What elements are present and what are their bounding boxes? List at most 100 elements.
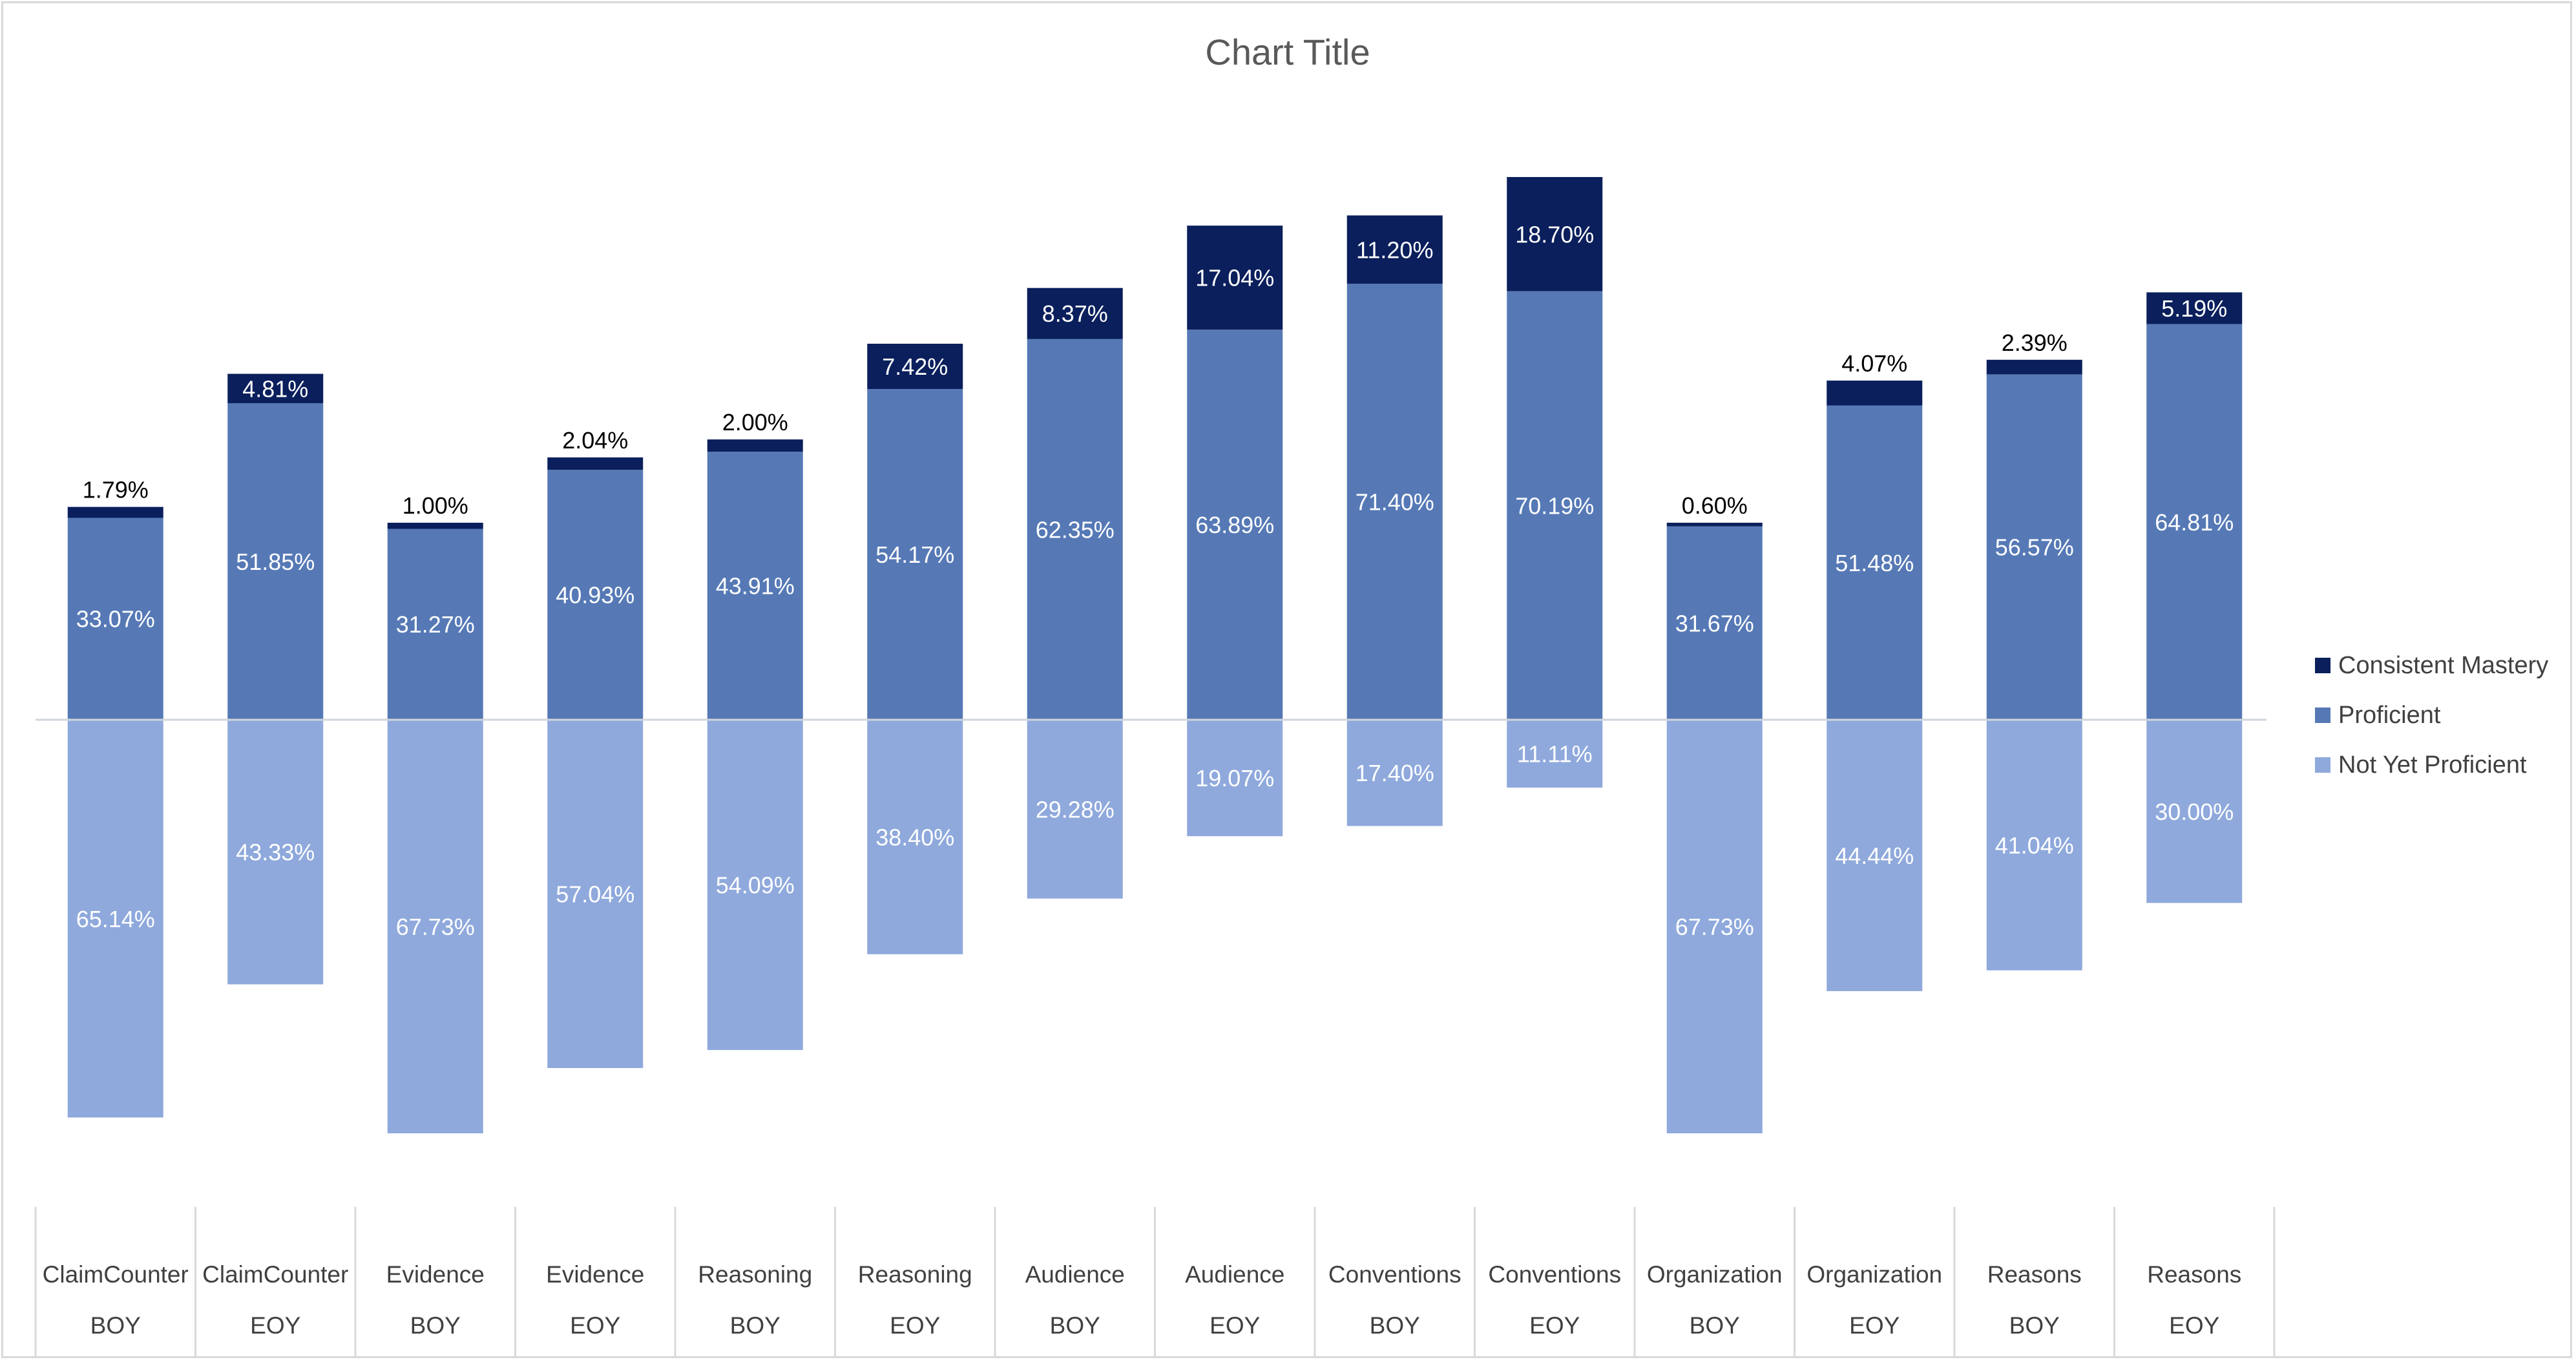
data-label-not-yet-proficient: 41.04% — [1995, 832, 2074, 859]
bar-consistent-mastery — [2146, 292, 2243, 324]
category-label-primary: Audience — [1185, 1261, 1284, 1288]
data-label-consistent-mastery: 18.70% — [1515, 221, 1594, 247]
data-label-consistent-mastery: 0.60% — [1682, 492, 1748, 519]
data-label-proficient: 31.27% — [396, 611, 475, 638]
bar-consistent-mastery — [67, 507, 163, 518]
data-label-consistent-mastery: 5.19% — [2161, 295, 2227, 322]
bar-not-yet-proficient — [387, 720, 483, 1134]
category-label-primary: ClaimCounter — [43, 1261, 189, 1288]
bar-consistent-mastery — [387, 523, 483, 529]
data-label-proficient: 63.89% — [1195, 512, 1274, 538]
bar-not-yet-proficient — [2146, 720, 2243, 903]
data-label-not-yet-proficient: 43.33% — [236, 839, 315, 866]
category-label-secondary: BOY — [730, 1312, 780, 1339]
data-label-proficient: 62.35% — [1036, 516, 1115, 543]
data-label-consistent-mastery: 8.37% — [1042, 300, 1108, 327]
data-label-not-yet-proficient: 44.44% — [1835, 843, 1914, 869]
category-label-secondary: EOY — [1529, 1312, 1580, 1339]
category-label-secondary: BOY — [90, 1312, 141, 1339]
data-label-proficient: 64.81% — [2155, 509, 2234, 536]
data-label-not-yet-proficient: 65.14% — [76, 906, 155, 932]
data-label-not-yet-proficient: 11.11% — [1517, 740, 1593, 767]
data-label-consistent-mastery: 1.79% — [83, 477, 149, 503]
bar-proficient — [2146, 324, 2243, 720]
data-label-not-yet-proficient: 17.40% — [1356, 760, 1434, 786]
bar-not-yet-proficient — [867, 720, 963, 954]
bar-proficient — [227, 403, 324, 720]
category-label-secondary: BOY — [1370, 1312, 1420, 1339]
data-label-not-yet-proficient: 57.04% — [556, 881, 634, 908]
bar-proficient — [1827, 405, 1923, 720]
category-label-secondary: EOY — [2169, 1312, 2219, 1339]
bar-not-yet-proficient — [227, 720, 324, 985]
bar-proficient — [387, 529, 483, 720]
data-labels-group: 33.07% 65.14% 1.79% 51.85% 43.33% 4.81% 31.27%… — [76, 221, 2234, 940]
data-label-consistent-mastery: 1.00% — [403, 492, 468, 519]
data-label-not-yet-proficient: 30.00% — [2155, 799, 2234, 825]
data-label-consistent-mastery: 11.20% — [1356, 236, 1433, 263]
category-label-primary: Conventions — [1488, 1261, 1621, 1288]
legend-swatch — [2315, 707, 2330, 723]
bar-not-yet-proficient — [1507, 720, 1603, 788]
bars-group — [67, 176, 2243, 1134]
category-label-secondary: BOY — [410, 1312, 461, 1339]
category-label-primary: ClaimCounter — [202, 1261, 348, 1288]
category-label-secondary: BOY — [2009, 1312, 2060, 1339]
category-label-primary: Reasoning — [858, 1261, 972, 1288]
data-label-not-yet-proficient: 19.07% — [1195, 765, 1274, 791]
data-label-proficient: 71.40% — [1356, 489, 1434, 516]
data-label-not-yet-proficient: 29.28% — [1036, 796, 1115, 822]
category-label-secondary: BOY — [1050, 1312, 1100, 1339]
bar-not-yet-proficient — [1986, 720, 2082, 970]
bar-proficient — [1027, 339, 1123, 720]
category-label-primary: Reasons — [2147, 1261, 2241, 1288]
legend-swatch — [2315, 757, 2330, 773]
legend-label: Not Yet Proficient — [2338, 751, 2527, 779]
bar-proficient — [1507, 291, 1603, 720]
data-label-not-yet-proficient: 38.40% — [875, 824, 954, 850]
bar-proficient — [1346, 284, 1443, 720]
category-label-primary: Evidence — [386, 1261, 485, 1288]
chart-title: Chart Title — [1205, 32, 1370, 72]
data-label-consistent-mastery: 4.07% — [1841, 350, 1907, 377]
bar-consistent-mastery — [547, 457, 644, 470]
legend: Consistent Mastery Proficient Not Yet Prof… — [2315, 652, 2548, 779]
data-label-consistent-mastery: 2.04% — [562, 427, 628, 454]
legend-label: Proficient — [2338, 702, 2441, 729]
bar-consistent-mastery — [867, 343, 963, 390]
data-label-not-yet-proficient: 67.73% — [1675, 914, 1754, 940]
data-label-not-yet-proficient: 54.09% — [716, 872, 795, 899]
bar-not-yet-proficient — [1827, 720, 1923, 991]
data-label-consistent-mastery: 4.81% — [242, 375, 308, 402]
bar-consistent-mastery — [1027, 288, 1123, 339]
bar-consistent-mastery — [707, 439, 803, 452]
category-label-primary: Conventions — [1328, 1261, 1461, 1288]
bar-consistent-mastery — [227, 373, 324, 404]
bar-not-yet-proficient — [1027, 720, 1123, 899]
category-label-secondary: EOY — [1209, 1312, 1260, 1339]
data-label-proficient: 51.48% — [1835, 550, 1914, 576]
bar-proficient — [1187, 330, 1283, 720]
legend-swatch — [2315, 658, 2330, 673]
bar-not-yet-proficient — [1187, 720, 1283, 837]
data-label-proficient: 31.67% — [1675, 610, 1754, 636]
category-label-secondary: EOY — [1849, 1312, 1900, 1339]
data-label-proficient: 33.07% — [76, 606, 155, 633]
bar-not-yet-proficient — [1666, 720, 1763, 1134]
category-label-secondary: BOY — [1690, 1312, 1740, 1339]
data-label-consistent-mastery: 17.04% — [1195, 265, 1274, 291]
bar-consistent-mastery — [1346, 215, 1443, 284]
category-label-primary: Evidence — [546, 1261, 644, 1288]
bar-consistent-mastery — [1507, 176, 1603, 291]
bar-not-yet-proficient — [547, 720, 644, 1069]
bar-not-yet-proficient — [707, 720, 803, 1051]
bar-proficient — [67, 518, 163, 720]
category-axis: ClaimCounter BOY ClaimCounter EOY Evidence BO… — [34, 1207, 2276, 1357]
category-label-primary: Reasons — [1987, 1261, 2082, 1288]
bar-not-yet-proficient — [67, 720, 163, 1118]
bar-consistent-mastery — [1827, 381, 1923, 406]
category-label-secondary: EOY — [890, 1312, 940, 1339]
bar-consistent-mastery — [1666, 523, 1763, 527]
